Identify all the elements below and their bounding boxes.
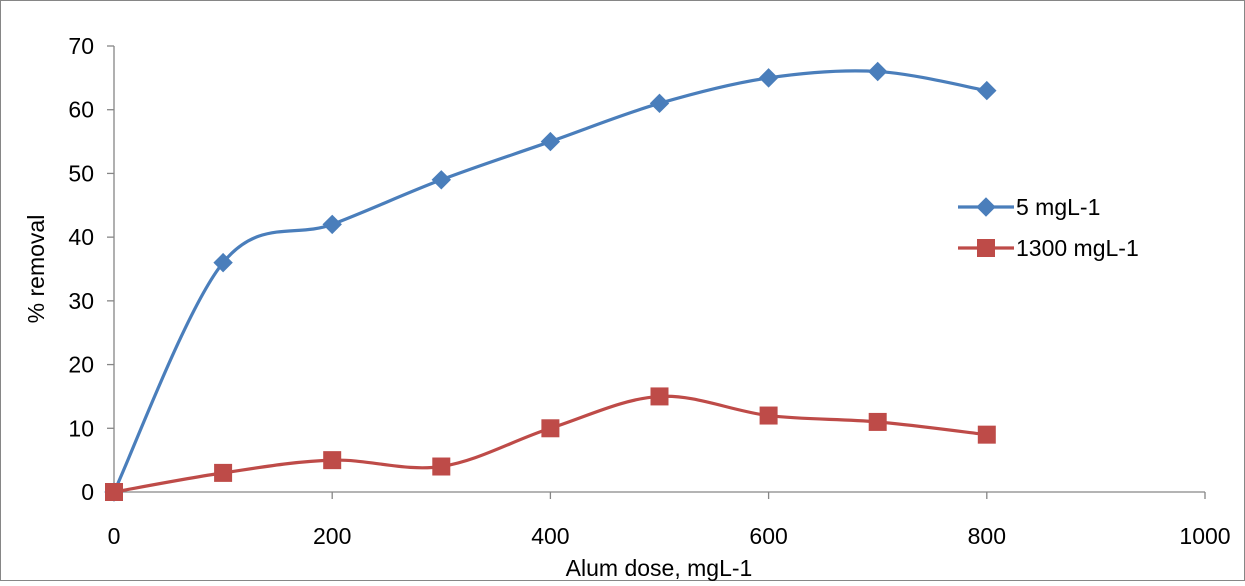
y-tick-label: 0 (81, 479, 94, 505)
data-point (540, 131, 561, 152)
x-axis-title: Alum dose, mgL-1 (566, 555, 753, 581)
y-tick-label: 70 (68, 33, 94, 59)
y-tick-label: 40 (68, 224, 94, 250)
data-point (650, 387, 669, 406)
data-point (432, 457, 451, 476)
axes: 0 10 20 30 40 50 60 70 0 200 400 600 800 1000 (68, 33, 1230, 549)
legend: 5 mgL-1 1300 mgL-1 (958, 194, 1139, 261)
legend-swatch-marker (976, 197, 996, 217)
x-tick-label: 400 (531, 523, 569, 549)
legend-label: 5 mgL-1 (1016, 194, 1100, 220)
data-point (868, 412, 887, 431)
data-point (105, 483, 123, 501)
legend-entry: 5 mgL-1 (958, 194, 1100, 220)
data-point (213, 252, 233, 273)
data-point (977, 80, 997, 101)
data-point (977, 425, 996, 444)
data-point (323, 451, 342, 470)
data-point (541, 419, 560, 438)
y-tick-label: 10 (68, 415, 94, 441)
x-tick-label: 200 (313, 523, 351, 549)
x-tick-label: 1000 (1179, 523, 1230, 549)
y-tick-label: 50 (68, 160, 94, 186)
legend-entry: 1300 mgL-1 (958, 235, 1139, 261)
y-tick-label: 60 (68, 97, 94, 123)
series-1 (104, 61, 997, 502)
series-layer (104, 61, 997, 502)
data-point (322, 214, 342, 235)
data-point (759, 406, 778, 425)
data-point (649, 93, 670, 114)
series-2 (105, 387, 996, 501)
y-tick-label: 20 (68, 352, 94, 378)
data-point (431, 170, 452, 190)
x-tick-label: 800 (968, 523, 1006, 549)
legend-label: 1300 mgL-1 (1016, 235, 1139, 261)
legend-swatch-marker (977, 239, 995, 257)
y-axis-title: % removal (23, 215, 49, 324)
x-tick-label: 0 (108, 523, 121, 549)
data-point (758, 68, 779, 88)
data-point (214, 463, 233, 482)
x-tick-label: 600 (749, 523, 787, 549)
data-point (867, 61, 888, 82)
y-tick-label: 30 (68, 288, 94, 314)
